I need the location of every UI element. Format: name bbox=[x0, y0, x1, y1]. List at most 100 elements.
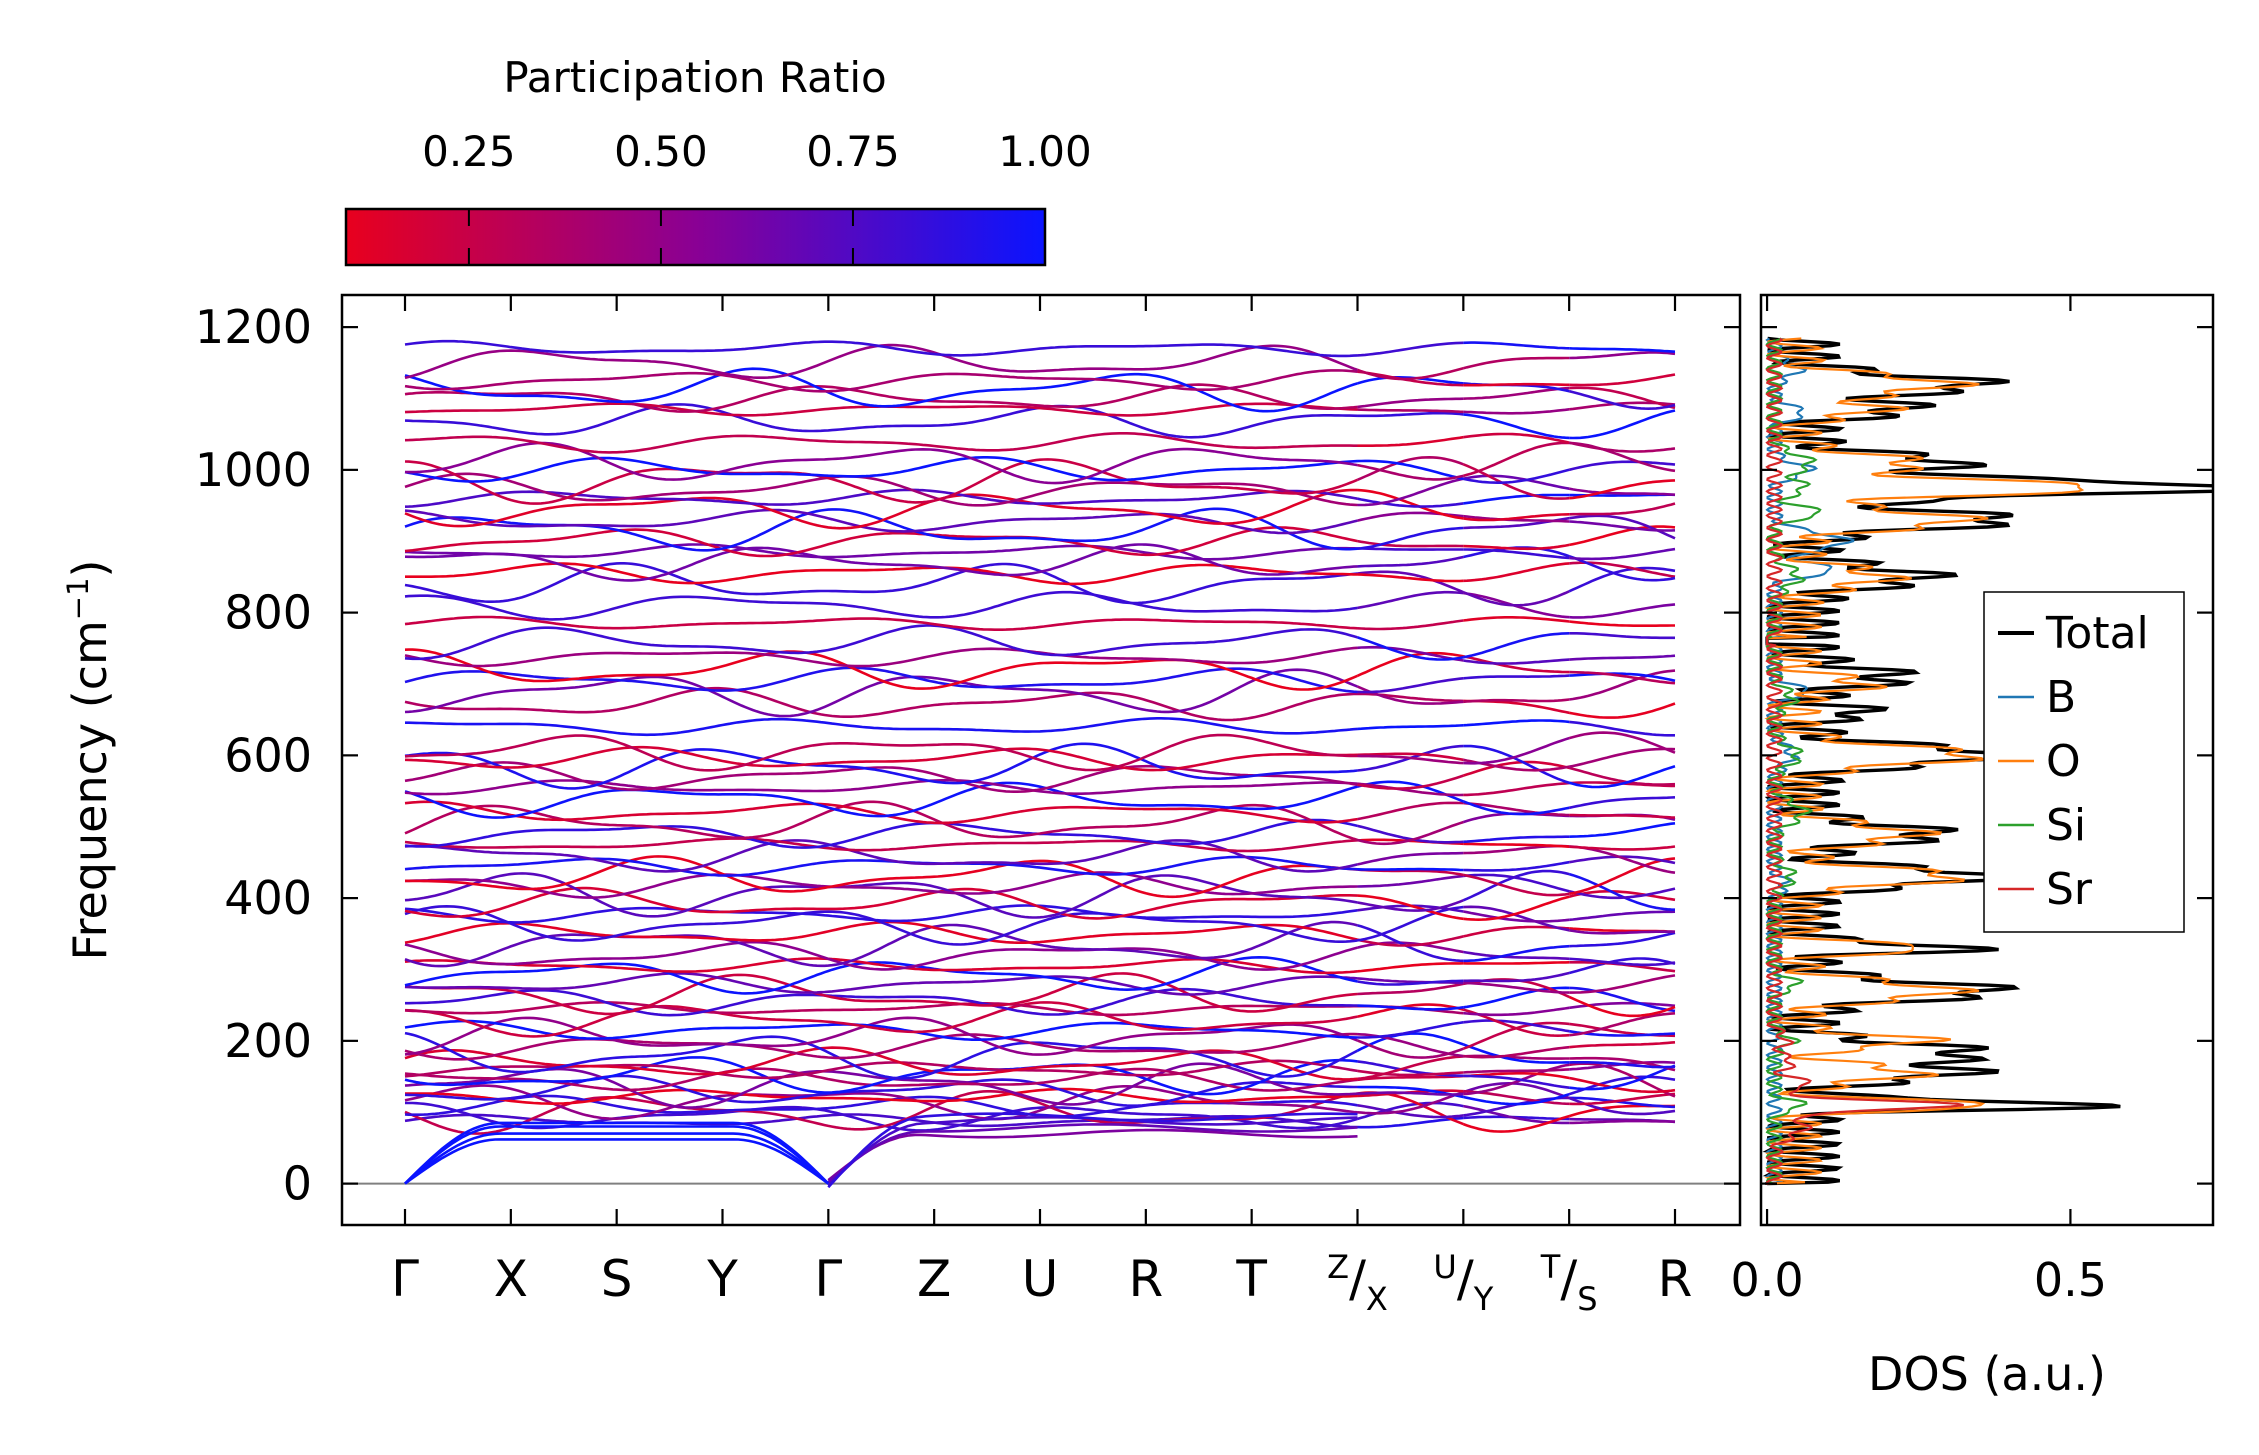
kpath-label: S bbox=[601, 1250, 633, 1308]
phonon-band bbox=[1462, 1081, 1570, 1100]
phonon-band bbox=[1463, 562, 1570, 583]
kpath-label-main: / bbox=[1349, 1250, 1366, 1308]
phonon-band bbox=[1463, 432, 1570, 444]
phonon-band bbox=[1463, 493, 1570, 505]
phonon-band bbox=[404, 1016, 1358, 1056]
phonon-band bbox=[404, 904, 1358, 946]
phonon-band bbox=[1357, 774, 1464, 790]
phonon-band bbox=[1568, 957, 1676, 975]
acoustic-branch bbox=[827, 1112, 1358, 1189]
kpath-label: X bbox=[494, 1250, 528, 1308]
phonon-band bbox=[1463, 736, 1570, 765]
phonon-band bbox=[1463, 801, 1570, 817]
phonon-band bbox=[404, 920, 1358, 968]
phonon-band bbox=[1463, 1006, 1570, 1017]
phonon-band bbox=[1357, 397, 1464, 409]
phonon-band bbox=[405, 716, 1358, 737]
phonon-band bbox=[1569, 1061, 1676, 1069]
phonon-band bbox=[404, 886, 1358, 920]
phonon-band bbox=[1463, 1068, 1570, 1074]
phonon-band bbox=[404, 590, 1358, 621]
phonon-band bbox=[404, 871, 1358, 899]
phonon-band bbox=[1568, 554, 1676, 582]
phonon-band bbox=[1357, 874, 1464, 888]
phonon-band bbox=[404, 646, 1358, 668]
dos-legend: Total BO Si Sr bbox=[1983, 591, 2185, 933]
phonon-band bbox=[1569, 1119, 1675, 1125]
phonon-band bbox=[404, 403, 1358, 439]
phonon-band bbox=[1463, 905, 1570, 932]
phonon-band bbox=[404, 455, 1358, 483]
phonon-band bbox=[404, 800, 1358, 825]
colorbar-tick-labels: 0.25 0.50 0.75 1.00 bbox=[422, 127, 1092, 176]
phonon-band bbox=[1356, 1032, 1464, 1052]
phonon-band bbox=[1569, 373, 1676, 387]
kpath-label: Z bbox=[917, 1250, 951, 1308]
phonon-band bbox=[404, 488, 1358, 508]
phonon-band bbox=[1357, 1104, 1464, 1119]
kpath-label: Γ bbox=[391, 1250, 419, 1308]
phonon-band bbox=[1568, 525, 1676, 547]
y-tick-label: 0 bbox=[283, 1157, 312, 1211]
kpath-labels: Γ X S Y Γ Z U R T Z/XU/YT/S R bbox=[391, 1248, 1692, 1318]
phonon-band bbox=[1463, 615, 1570, 623]
phonon-band bbox=[1568, 731, 1676, 754]
phonon-band bbox=[1463, 699, 1570, 715]
phonon-band bbox=[1569, 347, 1676, 353]
phonon-band bbox=[1357, 935, 1464, 947]
phonon-band bbox=[1463, 1074, 1570, 1089]
acoustic-branch bbox=[827, 1128, 1358, 1182]
phonon-band bbox=[404, 526, 1358, 558]
phonon-band bbox=[1569, 620, 1675, 628]
colorbar-gradient bbox=[344, 207, 1047, 267]
phonon-band bbox=[404, 543, 1358, 561]
phonon-band bbox=[1357, 526, 1464, 550]
phonon-band bbox=[1357, 1069, 1464, 1077]
phonon-band bbox=[1568, 1104, 1676, 1118]
phonon-band bbox=[1569, 409, 1676, 440]
phonon-band bbox=[1568, 441, 1676, 453]
phonon-band bbox=[1357, 1039, 1464, 1059]
colorbar-tick-label: 0.50 bbox=[614, 127, 708, 176]
phonon-band bbox=[1569, 1062, 1676, 1098]
phonon-band bbox=[1356, 455, 1464, 481]
kpath-label: R bbox=[1128, 1250, 1163, 1308]
phonon-band bbox=[1569, 351, 1676, 360]
phonon-band bbox=[1357, 408, 1464, 414]
phonon-band bbox=[1569, 502, 1676, 516]
phonon-band bbox=[1568, 889, 1676, 902]
phonon-band bbox=[404, 837, 1358, 853]
phonon-band bbox=[404, 431, 1358, 454]
phonon-band bbox=[1357, 692, 1464, 703]
colorbar-tick-label: 1.00 bbox=[998, 127, 1092, 176]
phonon-band bbox=[1568, 765, 1676, 789]
y-tick-label: 1200 bbox=[195, 300, 312, 354]
kpath-label: U bbox=[1022, 1250, 1059, 1308]
phonon-band bbox=[1357, 570, 1464, 594]
phonon-band bbox=[1568, 796, 1676, 810]
legend-label: Sr bbox=[2046, 864, 2093, 915]
phonon-band bbox=[404, 1019, 1358, 1041]
acoustic-branch bbox=[404, 1121, 830, 1185]
phonon-band bbox=[405, 562, 1358, 586]
kpath-label: U/Y bbox=[1433, 1248, 1493, 1318]
phonon-band bbox=[1463, 1019, 1570, 1033]
phonon-band bbox=[1357, 867, 1464, 872]
phonon-band bbox=[1357, 619, 1464, 631]
phonon-band bbox=[1463, 543, 1570, 551]
phonon-band bbox=[1357, 497, 1464, 508]
phonon-band bbox=[1568, 566, 1676, 593]
phonon-band bbox=[1463, 474, 1570, 490]
phonon-band bbox=[1357, 488, 1464, 520]
phonon-band bbox=[1569, 931, 1676, 948]
dos-x-tick-labels: 0.0 0.5 bbox=[1730, 1253, 2107, 1307]
phonon-band bbox=[404, 383, 1358, 413]
phonon-band bbox=[1568, 389, 1676, 411]
phonon-band bbox=[1357, 463, 1464, 481]
legend-label: O bbox=[2046, 736, 2081, 787]
dos-curve-sr bbox=[1765, 337, 1964, 1185]
phonon-band bbox=[1357, 899, 1464, 912]
phonon-band bbox=[1463, 925, 1570, 938]
